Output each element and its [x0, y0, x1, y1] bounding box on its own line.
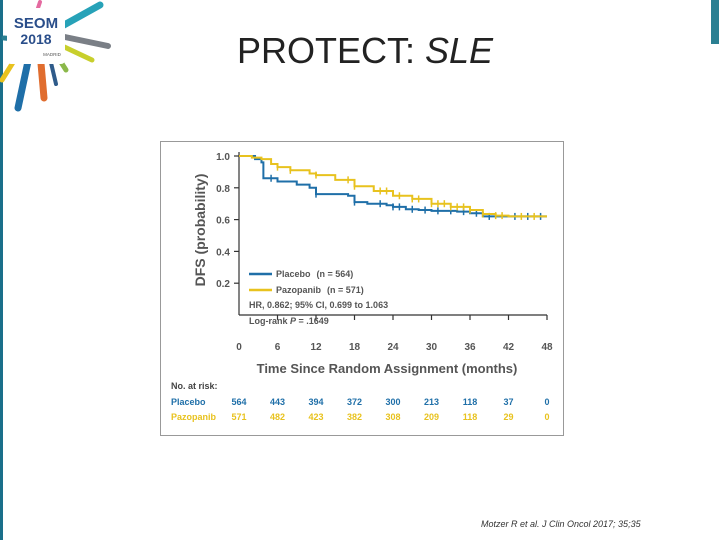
at-risk-value-placebo: 300	[385, 397, 400, 407]
y-tick-label: 0.6	[216, 216, 230, 227]
logo-city: MADRID	[43, 52, 61, 57]
x-tick-label: 0	[236, 342, 242, 353]
km-figure: 0 6 12 18 24 30 36 42 48 0.2 0.4 0.6 0.8 1.0 DFS (pro…	[160, 141, 564, 436]
at-risk-value-placebo: 564	[231, 397, 246, 407]
logo-year: 2018	[20, 31, 51, 47]
at-risk-value-pazopanib: 118	[463, 412, 478, 422]
at-risk-row-label-placebo: Placebo	[171, 397, 206, 407]
slide-title-emphasis: SLE	[425, 30, 494, 71]
x-tick-label: 48	[541, 342, 553, 353]
at-risk-table: No. at risk: Placebo Pazopanib 564 443 394…	[171, 381, 550, 422]
chart-tick-labels: 0 6 12 18 24 30 36 42 48 0.2 0.4 0.6 0.8 1.0	[216, 152, 553, 353]
y-axis-label: DFS (probability)	[192, 174, 208, 287]
left-accent-bar	[0, 0, 3, 540]
x-tick-label: 24	[387, 342, 399, 353]
at-risk-row-label-pazopanib: Pazopanib	[171, 412, 217, 422]
legend-placebo-label: Placebo (n = 564)	[276, 269, 353, 279]
x-axis-label: Time Since Random Assignment (months)	[257, 361, 518, 376]
at-risk-value-pazopanib: 29	[503, 412, 513, 422]
at-risk-value-placebo: 118	[463, 397, 478, 407]
km-chart: 0 6 12 18 24 30 36 42 48 0.2 0.4 0.6 0.8 1.0 DFS (pro…	[171, 152, 553, 422]
chart-legend: Placebo (n = 564) Pazopanib (n = 571) HR, …	[249, 269, 388, 326]
y-tick-label: 0.4	[216, 247, 230, 258]
at-risk-value-pazopanib: 482	[270, 412, 285, 422]
x-tick-label: 6	[275, 342, 281, 353]
series-line-pazopanib	[239, 155, 547, 218]
legend-hr: HR, 0.862; 95% CI, 0.699 to 1.063	[249, 300, 388, 310]
at-risk-value-pazopanib: 423	[308, 412, 323, 422]
x-tick-label: 12	[310, 342, 322, 353]
at-risk-value-pazopanib: 308	[385, 412, 400, 422]
at-risk-value-placebo: 37	[503, 397, 513, 407]
legend-pazopanib-label: Pazopanib (n = 571)	[276, 285, 364, 295]
at-risk-value-pazopanib: 382	[347, 412, 362, 422]
y-tick-label: 1.0	[216, 152, 230, 163]
chart-axes	[234, 152, 548, 320]
at-risk-value-pazopanib: 0	[544, 412, 549, 422]
legend-logrank: Log-rank P = .1649	[249, 316, 329, 326]
slide-title: PROTECT: SLE	[237, 30, 493, 72]
at-risk-value-placebo: 372	[347, 397, 362, 407]
at-risk-value-placebo: 394	[308, 397, 323, 407]
at-risk-value-pazopanib: 571	[231, 412, 246, 422]
y-tick-label: 0.2	[216, 279, 230, 290]
x-tick-label: 18	[349, 342, 361, 353]
logo-name: SEOM	[14, 15, 58, 32]
x-tick-label: 30	[426, 342, 438, 353]
at-risk-value-placebo: 0	[544, 397, 549, 407]
at-risk-value-pazopanib: 209	[424, 412, 439, 422]
citation: Motzer R et al. J Clin Oncol 2017; 35;35	[481, 519, 641, 529]
at-risk-value-placebo: 213	[424, 397, 439, 407]
y-tick-label: 0.8	[216, 184, 230, 195]
x-tick-label: 36	[464, 342, 476, 353]
series-line-placebo	[239, 155, 547, 218]
at-risk-header: No. at risk:	[171, 381, 218, 391]
seom-2018-logo: SEOM 2018 MADRID	[0, 0, 111, 112]
chart-lines	[239, 155, 547, 220]
slide-title-prefix: PROTECT:	[237, 30, 426, 71]
right-accent-bar	[711, 0, 719, 44]
x-tick-label: 42	[503, 342, 515, 353]
at-risk-value-placebo: 443	[270, 397, 285, 407]
